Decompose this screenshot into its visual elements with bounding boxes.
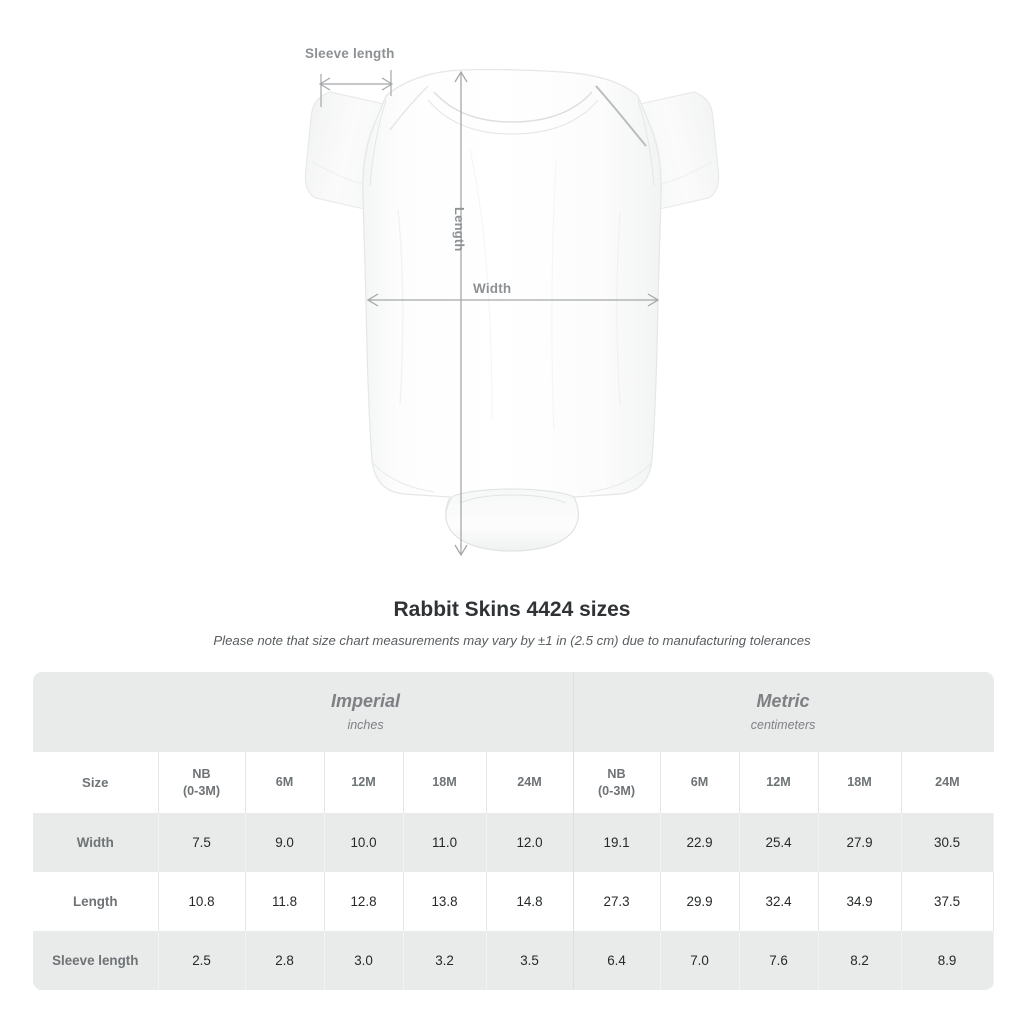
size-chart-table: Imperial inches Metric centimeters Size … [33,672,994,990]
col-label-imperial-18m: 18M [432,775,457,790]
cell-sleeve-imperial-24m: 3.5 [486,931,574,990]
cell-width-metric-18m: 27.9 [818,813,902,872]
header-cell-metric-6m: 6M [660,752,740,813]
bodysuit-figure [304,69,720,557]
size-chart-table-wrapper: Imperial inches Metric centimeters Size … [33,672,994,990]
cell-length-imperial-18m: 13.8 [403,872,487,931]
unit-name-metric: Metric [756,691,810,712]
cell-length-imperial-12m: 12.8 [324,872,404,931]
header-cell-imperial-12m: 12M [324,752,404,813]
cell-length-imperial-24m: 14.8 [486,872,574,931]
left-sleeve-hem [311,161,363,185]
neckline-rib [427,99,599,135]
right-sleeve-hem [661,161,713,185]
cell-sleeve-imperial-nb: 2.5 [158,931,246,990]
garment-illustration: Sleeve length Length Width [304,46,720,557]
cell-sleeve-imperial-12m: 3.0 [324,931,404,990]
col-sublabel-imperial-nb: (0-3M) [182,783,221,798]
header-cell-metric-24m: 24M [901,752,994,813]
left-hip-edge [371,461,435,493]
header-cell-metric-12m: 12M [739,752,819,813]
cell-width-metric-24m: 30.5 [901,813,994,872]
gusset-inner-seam [459,494,567,504]
cell-sleeve-metric-12m: 7.6 [739,931,819,990]
cell-length-imperial-6m: 11.8 [245,872,325,931]
cell-length-metric-12m: 32.4 [739,872,819,931]
cell-width-metric-12m: 25.4 [739,813,819,872]
right-hip-edge [589,461,653,493]
neckline-front [433,91,593,123]
unit-cell-imperial: Imperial inches [158,672,574,752]
header-cell-imperial-6m: 6M [245,752,325,813]
cell-sleeve-metric-18m: 8.2 [818,931,902,990]
col-label-imperial-24m: 24M [517,775,542,790]
unit-system-row: Imperial inches Metric centimeters [33,672,994,752]
unit-name-imperial: Imperial [331,691,401,712]
size-header-label: Size [82,774,109,790]
cell-sleeve-imperial-6m: 2.8 [245,931,325,990]
column-header-row: Size NB (0-3M) 6M 12M 18M [33,752,994,813]
snap-gusset [445,488,579,552]
chart-heading-block: Rabbit Skins 4424 sizes Please note that… [0,598,1024,648]
cell-length-metric-6m: 29.9 [660,872,740,931]
table-row: Sleeve length 2.5 2.8 3.0 3.2 3.5 6.4 7.… [33,931,994,990]
cell-width-imperial-6m: 9.0 [245,813,325,872]
col-label-metric-nb: NB [607,767,626,782]
unit-sub-imperial: inches [347,717,384,732]
page-title: Rabbit Skins 4424 sizes [393,598,631,621]
header-cell-size: Size [33,752,159,813]
fabric-fold-1 [397,209,404,405]
col-label-metric-6m: 6M [690,775,709,790]
cell-sleeve-imperial-18m: 3.2 [403,931,487,990]
cell-width-imperial-12m: 10.0 [324,813,404,872]
unit-sub-metric: centimeters [750,717,816,732]
right-armhole-seam [637,99,655,187]
fabric-fold-3 [469,149,493,421]
row-label-length: Length [33,872,159,931]
table-row: Width 7.5 9.0 10.0 11.0 12.0 19.1 22.9 2… [33,813,994,872]
cell-width-imperial-nb: 7.5 [158,813,246,872]
cell-width-imperial-24m: 12.0 [486,813,574,872]
row-label-sleeve-length: Sleeve length [33,931,159,990]
left-armhole-seam [369,99,387,187]
cell-width-metric-6m: 22.9 [660,813,740,872]
cell-sleeve-metric-24m: 8.9 [901,931,994,990]
cell-length-metric-18m: 34.9 [818,872,902,931]
length-annotation-label: Length [452,207,467,252]
sleeve-length-annotation-label: Sleeve length [305,46,395,61]
col-label-imperial-nb: NB [192,767,211,782]
cell-length-imperial-nb: 10.8 [158,872,246,931]
sleeve-length-dimension-arrow [318,70,394,107]
row-label-width: Width [33,813,159,872]
header-cell-imperial-nb: NB (0-3M) [158,752,246,813]
col-label-metric-18m: 18M [847,775,872,790]
cell-width-imperial-18m: 11.0 [403,813,487,872]
header-cell-metric-18m: 18M [818,752,902,813]
header-cell-imperial-24m: 24M [486,752,574,813]
lap-shoulder-seam-left [389,85,429,131]
tolerance-note: Please note that size chart measurements… [213,633,811,648]
lap-shoulder-seam [595,85,647,147]
col-label-metric-24m: 24M [935,775,960,790]
fabric-fold-4 [551,159,557,431]
cell-length-metric-nb: 27.3 [573,872,661,931]
col-label-metric-12m: 12M [766,775,791,790]
table-row: Length 10.8 11.8 12.8 13.8 14.8 27.3 29.… [33,872,994,931]
col-label-imperial-6m: 6M [275,775,294,790]
length-dimension-arrow [454,70,468,557]
cell-sleeve-metric-6m: 7.0 [660,931,740,990]
col-label-imperial-12m: 12M [351,775,376,790]
width-annotation-label: Width [473,281,512,296]
col-sublabel-metric-nb: (0-3M) [597,783,636,798]
header-cell-imperial-18m: 18M [403,752,487,813]
unit-row-corner-cell [33,672,159,752]
width-dimension-arrow [366,293,660,307]
cell-width-metric-nb: 19.1 [573,813,661,872]
fabric-fold-2 [616,211,621,407]
header-cell-metric-nb: NB (0-3M) [573,752,661,813]
cell-length-metric-24m: 37.5 [901,872,994,931]
cell-sleeve-metric-nb: 6.4 [573,931,661,990]
unit-cell-metric: Metric centimeters [573,672,994,752]
